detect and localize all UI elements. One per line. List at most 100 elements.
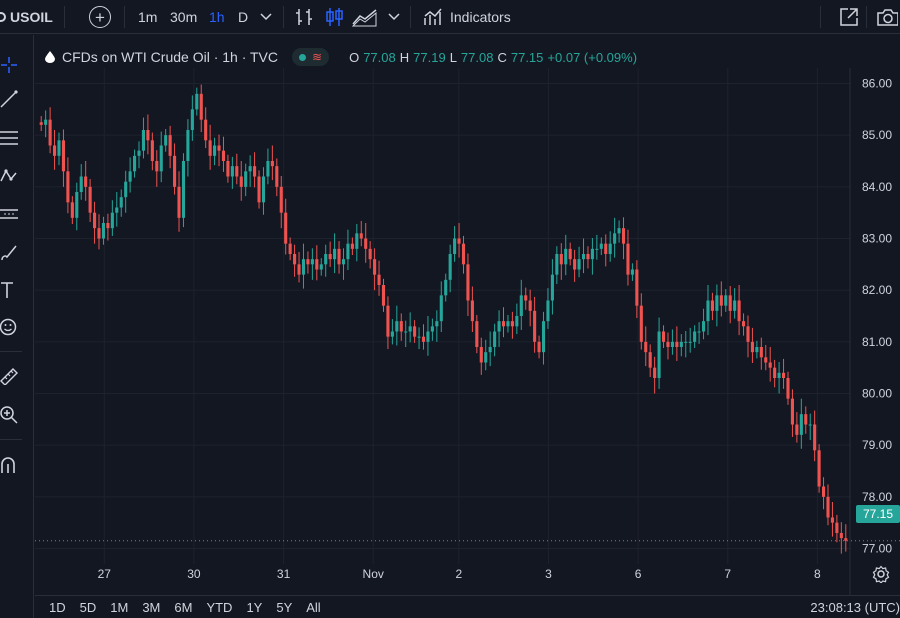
candle-body: [830, 517, 834, 523]
candle-body: [724, 295, 728, 306]
brush-tool[interactable]: [0, 240, 22, 266]
compare-symbol-button[interactable]: +: [89, 6, 111, 28]
candle-body: [168, 135, 172, 156]
text-tool[interactable]: [0, 277, 22, 303]
magnet-tool[interactable]: [0, 452, 22, 478]
icon-tool[interactable]: [0, 314, 22, 340]
candle-body: [186, 130, 190, 161]
candle-body: [399, 321, 403, 332]
price-tick-label: 79.00: [862, 438, 892, 452]
candle-body: [257, 176, 261, 203]
measure-tool[interactable]: [0, 363, 22, 389]
range-1m-button[interactable]: 1M: [110, 599, 129, 615]
close-key: C: [497, 49, 507, 65]
bar-style-button[interactable]: [295, 0, 315, 34]
candle-body: [697, 331, 701, 333]
low-value: 77.08: [460, 49, 494, 65]
candle-body: [413, 326, 417, 337]
candle-body: [715, 295, 719, 311]
candle-body: [310, 259, 314, 265]
zoom-tool[interactable]: [0, 402, 22, 428]
data-wave-icon: ≋: [312, 50, 323, 64]
interval-1h-button[interactable]: 1h: [209, 9, 225, 25]
high-value: 77.19: [413, 49, 446, 65]
candle-body: [128, 171, 132, 182]
range-6m-button[interactable]: 6M: [174, 599, 193, 615]
symbol-search-button[interactable]: USOIL: [0, 0, 53, 34]
brush-icon: [1, 245, 17, 261]
pattern-tool[interactable]: [0, 163, 22, 189]
interval-30m-button[interactable]: 30m: [170, 9, 198, 25]
candle-body: [279, 186, 283, 213]
ruler-icon: [0, 368, 18, 385]
crosshair-tool[interactable]: [0, 52, 22, 78]
interval-dropdown-button[interactable]: [260, 0, 272, 34]
time-tick-label: 30: [187, 567, 201, 581]
candle-body: [581, 254, 586, 260]
candle-body: [75, 192, 79, 218]
candle-body: [693, 331, 697, 342]
time-tick-label: 3: [545, 567, 552, 581]
zoom-in-icon: [0, 406, 18, 424]
time-tick-label: 27: [98, 567, 112, 581]
range-5y-button[interactable]: 5Y: [276, 599, 293, 615]
range-5d-button[interactable]: 5D: [79, 599, 97, 615]
candle-body: [164, 135, 168, 146]
candle-body: [248, 166, 252, 172]
candle-body: [768, 362, 772, 368]
range-ytd-button[interactable]: YTD: [206, 599, 233, 615]
candle-body: [235, 166, 239, 177]
interval-d-button[interactable]: D: [238, 9, 249, 25]
fib-tool[interactable]: [0, 125, 22, 151]
candle-body: [359, 233, 363, 239]
candle-body: [781, 372, 786, 378]
screenshot-button[interactable]: [876, 0, 898, 34]
interval-1m-button[interactable]: 1m: [138, 9, 158, 25]
chart-type-dropdown-button[interactable]: [388, 0, 400, 34]
candle-body: [510, 321, 514, 327]
candles-style-button[interactable]: [325, 0, 345, 34]
utc-clock[interactable]: 23:08:13 (UTC): [810, 600, 900, 615]
candle-body: [501, 321, 506, 327]
trend-line-tool[interactable]: [0, 86, 22, 112]
candle-body: [195, 93, 199, 110]
indicators-button[interactable]: Indicators: [423, 0, 511, 34]
market-status-badge[interactable]: ≋: [292, 48, 330, 66]
candle-body: [106, 223, 110, 229]
candle-body: [759, 347, 763, 358]
candle-body: [386, 305, 390, 337]
candle-body: [590, 248, 594, 260]
candle-body: [657, 331, 661, 378]
candle-body: [61, 140, 66, 172]
chevron-down-icon: [260, 13, 272, 21]
candle-body: [524, 295, 528, 301]
candle-body: [261, 176, 266, 203]
price-tick-label: 85.00: [862, 128, 892, 142]
fullscreen-button[interactable]: [839, 0, 859, 34]
candle-body: [519, 295, 523, 316]
area-style-button[interactable]: [352, 0, 378, 34]
candle-body: [688, 341, 692, 343]
search-icon: [0, 12, 6, 22]
range-1y-button[interactable]: 1Y: [246, 599, 263, 615]
chevron-down-icon: [388, 13, 400, 21]
symbol-label: USOIL: [10, 9, 53, 25]
candle-body: [595, 248, 599, 250]
range-1d-button[interactable]: 1D: [49, 599, 66, 615]
candle-body: [644, 341, 648, 353]
range-3m-button[interactable]: 3M: [142, 599, 161, 615]
toolbar-divider: [820, 6, 821, 28]
candle-body: [448, 254, 452, 280]
candle-body: [493, 331, 497, 347]
candle-body: [568, 248, 572, 260]
range-all-button[interactable]: All: [306, 599, 321, 615]
price-chart[interactable]: 86.00 85.00 84.00 83.00 82.00 81.00 80.00 79.00…: [35, 68, 900, 595]
candles-chart-icon: [326, 8, 343, 26]
projection-tool[interactable]: [0, 201, 22, 227]
drawing-toolbar: [0, 35, 34, 618]
candle-body: [137, 150, 141, 156]
price-tick-label: 81.00: [862, 335, 892, 349]
chart-settings-button[interactable]: [872, 565, 890, 584]
candle-body: [515, 316, 519, 327]
candle-body: [430, 326, 434, 332]
